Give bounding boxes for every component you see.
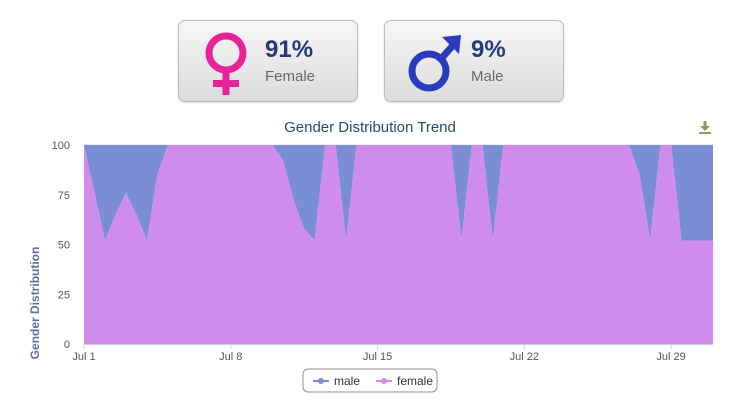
male-label: Male [471, 68, 504, 85]
x-tick-label: Jul 15 [363, 351, 392, 363]
series-area-female [84, 145, 713, 344]
x-tick-label: Jul 1 [72, 351, 95, 363]
x-tick-label: Jul 22 [510, 351, 539, 363]
gender-trend-chart: Gender Distribution Trend Gender Distrib… [28, 119, 714, 393]
male-stat-card: 9% Male [384, 20, 564, 102]
male-symbol-icon [408, 35, 461, 92]
legend-item-female[interactable]: female [376, 374, 433, 388]
chart-title: Gender Distribution Trend [284, 119, 456, 136]
y-axis-title: Gender Distribution [28, 247, 42, 360]
y-tick-label: 75 [58, 190, 70, 202]
male-percent: 9% [471, 36, 506, 63]
legend-label-male: male [334, 374, 360, 388]
female-symbol-icon [205, 32, 247, 95]
legend-item-male[interactable]: male [313, 374, 360, 388]
female-label: Female [265, 68, 316, 85]
female-stat-card: 91% Female [178, 20, 358, 102]
series-area-male [84, 145, 713, 241]
x-tick-label: Jul 29 [656, 351, 685, 363]
legend: male female [302, 368, 438, 393]
y-tick-label: 100 [52, 140, 70, 152]
x-tick-label: Jul 8 [219, 351, 242, 363]
female-percent: 91% [265, 36, 314, 63]
legend-box [302, 368, 438, 393]
download-icon[interactable] [698, 120, 714, 134]
legend-label-female: female [397, 374, 433, 388]
y-tick-label: 50 [58, 240, 70, 252]
y-tick-label: 25 [58, 289, 70, 301]
y-tick-label: 0 [64, 339, 70, 351]
